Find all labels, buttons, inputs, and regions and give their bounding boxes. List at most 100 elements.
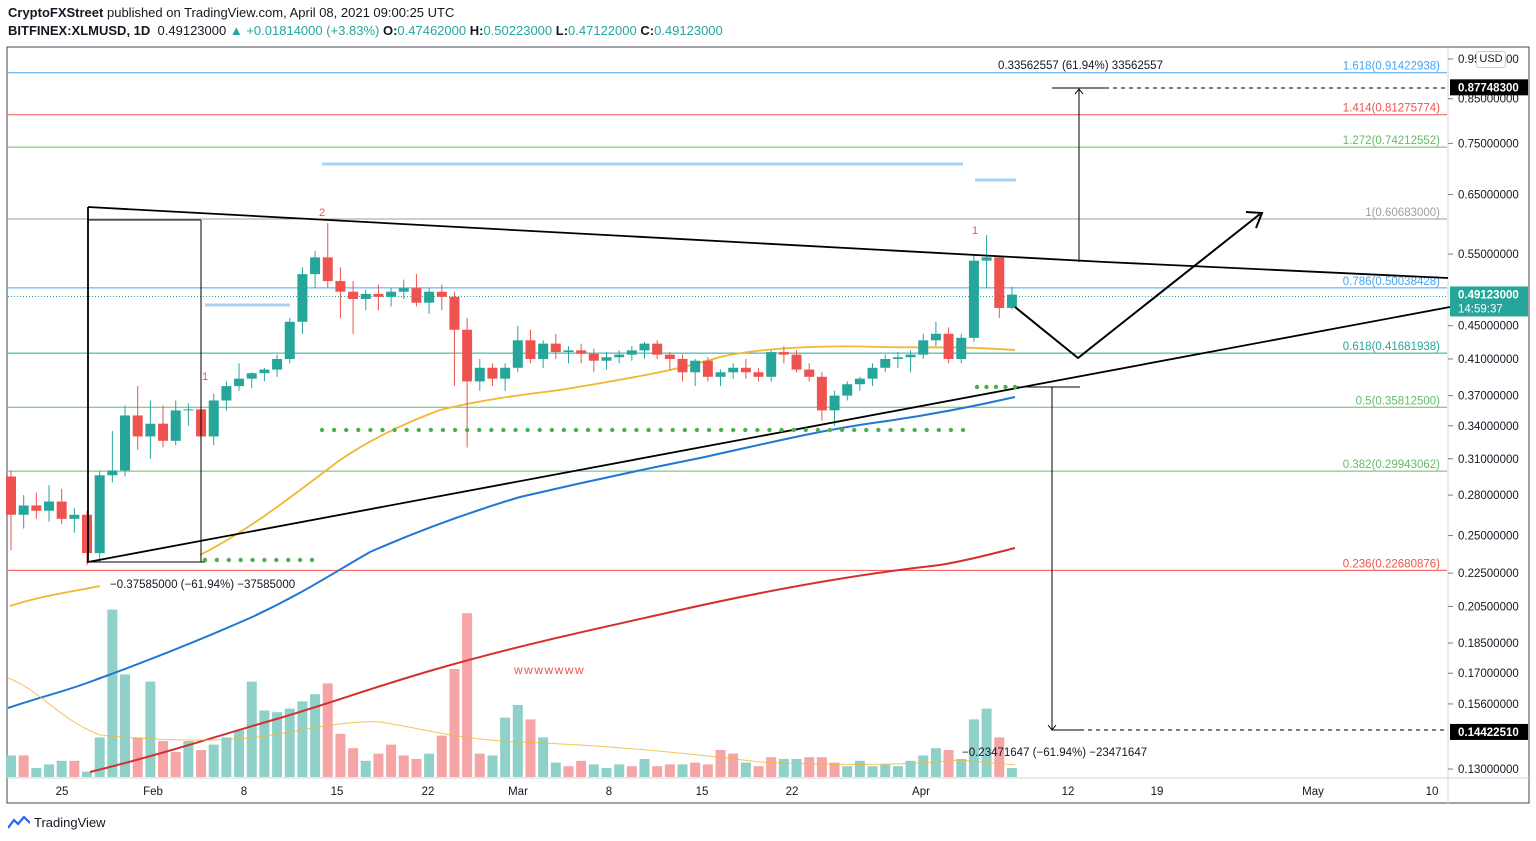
footer-brand-name[interactable]: TradingView [34,815,106,830]
candle-body [956,337,967,359]
signal-dot-marker [960,427,966,433]
volume-bar [905,760,916,777]
signal-dot-marker [297,557,303,563]
volume-bar [208,744,219,777]
volume-bar [94,737,105,777]
candle-body [525,340,536,359]
signal-dot-marker [573,427,579,433]
volume-bar [436,735,447,777]
signal-dot-marker [839,427,845,433]
measure-left-label: −0.37585000 (−61.94%) −37585000 [110,579,295,591]
signal-dot-marker [226,557,231,563]
candle-body [500,367,511,379]
projection-arrow-head-icon [1245,211,1264,229]
candle-body [322,257,333,282]
x-axis-tick-label: 15 [696,786,709,798]
count-label-1: 1 [202,371,208,383]
signal-dot-marker [1003,384,1008,390]
candle-body [538,343,549,359]
x-axis-tick-label: 8 [241,786,247,798]
y-axis-tick-label: 0.22500000 [1458,568,1519,580]
fib-level-label: 1.272(0.74212552) [1343,135,1440,147]
signal-dot-marker [549,427,554,433]
volume-bar [120,674,131,777]
candle-body [145,423,156,437]
signal-dot-marker [214,557,220,563]
signal-dot-marker [827,427,833,433]
candle-body [804,369,815,377]
price-axis-label: 0.87748300 [1458,82,1519,94]
volume-bar [804,757,815,777]
volume-bar [335,733,346,777]
signal-dot-marker [815,427,821,433]
y-axis-tick-label: 0.15600000 [1458,699,1519,711]
candle-body [512,340,523,368]
signal-dot-marker [392,427,397,433]
signal-dot-marker [343,427,349,433]
candle-body [905,354,916,358]
candle-body [626,350,637,355]
candle-body [411,288,422,303]
volume-bar [994,737,1005,777]
currency-button[interactable]: USD [1476,51,1506,68]
volume-bar [968,719,979,777]
volume-bar [411,759,422,777]
candle-body [107,470,118,476]
y-axis-tick-label: 0.31000000 [1458,454,1519,466]
volume-bar [183,741,194,777]
symbol-label[interactable]: BITFINEX:XLMUSD, 1D [8,23,151,38]
signal-dot-marker [440,427,446,433]
fib-level-label: 0.618(0.41681938) [1343,341,1440,353]
volume-bar [284,708,295,777]
candle-body [791,354,802,370]
x-axis-tick-label: 25 [56,786,69,798]
price-axis-label-bg [1450,286,1528,317]
candle-body [1006,294,1017,308]
x-axis-tick-label: Feb [143,786,163,798]
publisher-name[interactable]: CryptoFXStreet [8,5,104,20]
projection-path [1014,213,1261,360]
signal-dot-marker [974,384,980,390]
fib-level-label: 0.5(0.35812500) [1356,395,1441,407]
price-axis-label: 0.49123000 [1458,289,1519,301]
volume-bar [1006,768,1017,777]
publish-info: CryptoFXStreet published on TradingView.… [8,5,454,20]
x-axis-tick-label: 19 [1151,786,1164,798]
x-axis-tick-label: 10 [1426,786,1439,798]
y-axis-tick-label: 0.45000000 [1458,321,1519,333]
candle-body [487,367,498,379]
candle-body [120,415,131,471]
candle-body [272,358,283,370]
volume-moving-average-line [7,677,1016,766]
fib-level-label: 0.382(0.29943062) [1343,459,1440,471]
candle-body [18,505,29,515]
volume-bar [158,741,169,777]
candle-body [816,376,827,411]
volume-bar [639,759,650,777]
volume-bar [690,762,701,777]
volume-bar [424,753,435,777]
price-axis-label-bg [1450,723,1528,740]
signal-dot-marker [380,427,385,433]
volume-bar [82,771,93,777]
high-value: 0.50223000 [483,23,553,38]
x-axis-tick-label: 12 [1062,786,1075,798]
candle-body [348,291,359,299]
candle-body [930,333,941,341]
signal-dot-marker [658,427,663,433]
y-axis-tick-label: 0.28000000 [1458,490,1519,502]
candle-body [462,329,473,382]
low-value: 0.47122000 [568,23,637,38]
signal-dot-marker [404,427,409,433]
y-axis-tick-label: 0.75000000 [1458,138,1519,150]
volume-bar [614,764,625,777]
candle-body [677,358,688,373]
candle-body [943,333,954,359]
volume-bar [56,760,67,777]
volume-bar [842,766,853,777]
signal-dot-marker [537,427,542,433]
volume-bar [538,737,549,777]
x-axis-tick-label: 22 [422,786,435,798]
signal-dot-marker [779,427,784,433]
